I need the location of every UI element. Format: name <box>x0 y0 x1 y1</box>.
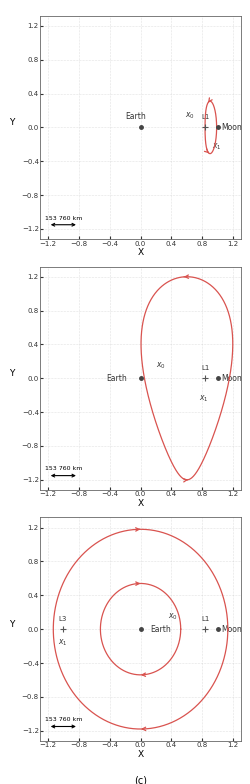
Text: Moon: Moon <box>221 123 242 132</box>
Text: L3: L3 <box>58 615 67 622</box>
Y-axis label: Y: Y <box>9 118 15 128</box>
Text: 153 760 km: 153 760 km <box>44 466 82 471</box>
X-axis label: X: X <box>137 750 143 759</box>
Text: $x_0$: $x_0$ <box>184 110 194 121</box>
X-axis label: X: X <box>137 499 143 508</box>
Text: 153 760 km: 153 760 km <box>44 717 82 722</box>
Text: (a): (a) <box>133 274 147 284</box>
Text: $x_0$: $x_0$ <box>156 360 165 371</box>
Text: L1: L1 <box>200 114 208 120</box>
Text: L1: L1 <box>200 365 208 371</box>
X-axis label: X: X <box>137 248 143 257</box>
Text: Earth: Earth <box>124 112 145 122</box>
Text: Moon: Moon <box>221 374 242 383</box>
Y-axis label: Y: Y <box>9 620 15 629</box>
Text: $x_1$: $x_1$ <box>58 637 68 648</box>
Text: L1: L1 <box>200 616 208 622</box>
Text: Earth: Earth <box>149 625 170 633</box>
Text: Moon: Moon <box>221 625 242 633</box>
Text: $x_1$: $x_1$ <box>198 394 207 404</box>
Text: (b): (b) <box>133 524 147 535</box>
Text: Earth: Earth <box>106 374 126 383</box>
Text: (c): (c) <box>134 775 146 784</box>
Y-axis label: Y: Y <box>9 369 15 379</box>
Text: $x_0$: $x_0$ <box>168 612 177 622</box>
Text: 153 760 km: 153 760 km <box>44 216 82 220</box>
Text: $x_1$: $x_1$ <box>212 142 221 152</box>
